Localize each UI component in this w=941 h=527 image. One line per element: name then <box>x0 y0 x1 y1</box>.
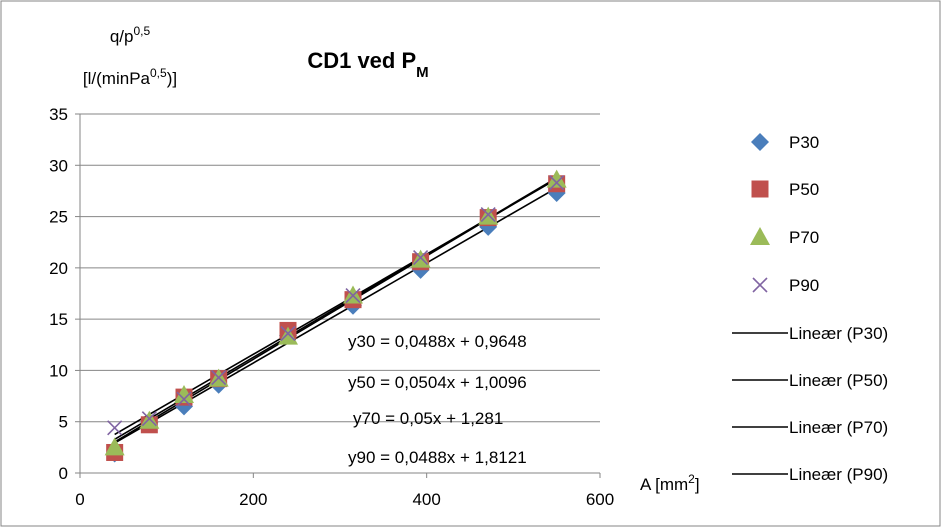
legend-label: Lineær (P50) <box>789 371 888 390</box>
y-axis-label-line2: [l/(minPa0,5)] <box>83 66 177 88</box>
x-marker-stroke <box>280 325 296 342</box>
gridlines <box>80 113 600 423</box>
x-marker-stroke <box>211 370 227 386</box>
y-axis-label-line1: q/p0,5 <box>110 24 151 46</box>
y-tick-labels: 0 5 10 15 20 25 30 35 <box>49 105 68 483</box>
data-point-p90 <box>480 206 496 223</box>
legend-label: Lineær (P70) <box>789 418 888 437</box>
legend-label: P70 <box>789 228 819 247</box>
data-point-p90 <box>176 391 192 407</box>
legend-marker-p70 <box>750 227 770 245</box>
legend-label: P30 <box>789 133 819 152</box>
x-tick-label: 600 <box>586 490 614 509</box>
y-tick-label: 20 <box>49 259 68 278</box>
data-point-p90 <box>413 250 429 266</box>
x-marker-stroke <box>413 250 429 266</box>
data-point-p90 <box>141 411 157 427</box>
y-tick-label: 10 <box>49 361 68 380</box>
x-marker-stroke <box>345 287 361 304</box>
x-marker-stroke <box>480 206 496 223</box>
trendline-equation: y70 = 0,05x + 1,281 <box>353 409 503 428</box>
legend-marker-p90 <box>752 277 768 293</box>
data-points <box>104 169 567 463</box>
chart-title: CD1 ved PM <box>307 48 428 81</box>
trendline-equation: y50 = 0,0504x + 1,0096 <box>348 373 527 392</box>
x-marker-stroke <box>752 277 768 293</box>
x-marker-stroke <box>141 411 157 427</box>
legend-marker-p30 <box>751 133 769 151</box>
data-point-p70 <box>546 169 567 188</box>
y-tick-label: 15 <box>49 310 68 329</box>
x-marker-stroke <box>549 175 565 191</box>
x-tick-label: 0 <box>75 490 84 509</box>
data-point-p90 <box>107 420 123 436</box>
x-marker-stroke <box>107 420 123 436</box>
y-tick-label: 5 <box>59 413 68 432</box>
x-tick-labels: 0 200 400 600 <box>75 490 614 509</box>
y-tick-label: 0 <box>59 464 68 483</box>
legend: P30 P50 P70 P90 Lineær (P30) Lineær (P50) Line… <box>732 133 888 484</box>
trendline-equation: y90 = 0,0488x + 1,8121 <box>348 448 527 467</box>
data-point-p90 <box>280 325 296 342</box>
trendline-equations: y30 = 0,0488x + 0,9648 y50 = 0,0504x + 1,… <box>348 332 527 467</box>
data-point-p90 <box>345 287 361 304</box>
x-axis-label: A [mm2] <box>640 472 700 494</box>
y-tick-label: 30 <box>49 156 68 175</box>
x-tick-label: 200 <box>239 490 267 509</box>
x-marker-stroke <box>176 391 192 407</box>
data-point-p70 <box>174 385 194 404</box>
legend-label: P90 <box>789 276 819 295</box>
legend-label: Lineær (P90) <box>789 465 888 484</box>
x-tick-label: 400 <box>412 490 440 509</box>
data-point-p70 <box>278 326 298 345</box>
data-point-p90 <box>211 370 227 386</box>
trendline-equation: y30 = 0,0488x + 0,9648 <box>348 332 527 351</box>
y-tick-label: 35 <box>49 105 68 124</box>
data-point-p70 <box>104 437 125 456</box>
y-tick-label: 25 <box>49 208 68 227</box>
axes <box>75 113 601 478</box>
data-point-p90 <box>549 175 565 191</box>
legend-marker-p50 <box>751 180 769 198</box>
legend-label: Lineær (P30) <box>789 324 888 343</box>
legend-label: P50 <box>789 180 819 199</box>
